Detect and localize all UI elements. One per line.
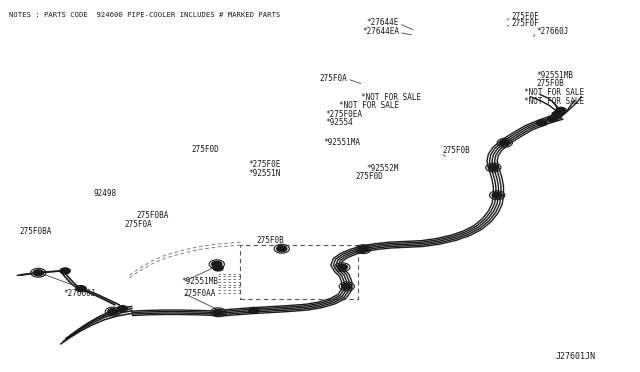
Circle shape <box>248 308 259 313</box>
Text: 275F0A: 275F0A <box>319 74 348 83</box>
Text: 275F0B: 275F0B <box>256 236 284 245</box>
Text: *92551MB: *92551MB <box>537 71 573 80</box>
Circle shape <box>108 309 118 314</box>
Text: *27644E: *27644E <box>367 18 399 27</box>
Text: 275F0D: 275F0D <box>355 172 383 181</box>
Circle shape <box>488 164 499 170</box>
Text: 275F0F: 275F0F <box>511 12 539 21</box>
Text: *92551MB: *92551MB <box>181 278 218 286</box>
Circle shape <box>552 112 562 117</box>
Text: 275F0B: 275F0B <box>537 79 564 88</box>
Text: *27660J: *27660J <box>537 27 569 36</box>
Text: 275F0BA: 275F0BA <box>136 211 169 220</box>
Circle shape <box>537 120 547 126</box>
Text: 275F0D: 275F0D <box>191 145 220 154</box>
Text: *92551N: *92551N <box>248 169 281 177</box>
Text: 275F0AA: 275F0AA <box>183 289 216 298</box>
Circle shape <box>556 108 566 113</box>
Circle shape <box>276 246 287 252</box>
Text: NOTES : PARTS CODE  924600 PIPE-COOLER INCLUDES # MARKED PARTS: NOTES : PARTS CODE 924600 PIPE-COOLER IN… <box>9 13 280 19</box>
Circle shape <box>342 283 352 289</box>
Circle shape <box>358 246 369 252</box>
Text: *NOT FOR SALE: *NOT FOR SALE <box>362 93 422 102</box>
Circle shape <box>213 310 223 315</box>
Text: 275F0B: 275F0B <box>442 147 470 155</box>
Text: *NOT FOR SALE: *NOT FOR SALE <box>524 97 584 106</box>
Text: 92498: 92498 <box>94 189 117 198</box>
Circle shape <box>492 192 502 198</box>
Text: *275F0E: *275F0E <box>248 160 281 169</box>
Text: *92554: *92554 <box>325 118 353 127</box>
Circle shape <box>33 270 44 276</box>
Text: *92551MA: *92551MA <box>323 138 360 147</box>
Circle shape <box>337 264 348 270</box>
Text: J27601JN: J27601JN <box>556 352 596 361</box>
Circle shape <box>212 261 222 267</box>
Text: *NOT FOR SALE: *NOT FOR SALE <box>339 101 399 110</box>
Circle shape <box>547 116 557 122</box>
Circle shape <box>213 265 223 271</box>
Text: 275F0F: 275F0F <box>511 19 539 28</box>
Text: *27660J: *27660J <box>63 289 96 298</box>
Circle shape <box>500 140 510 146</box>
Text: 275F0BA: 275F0BA <box>19 227 52 235</box>
Text: *92552M: *92552M <box>366 164 398 173</box>
Text: *27644EA: *27644EA <box>362 27 399 36</box>
Circle shape <box>60 268 70 274</box>
Circle shape <box>76 286 86 292</box>
Text: *NOT FOR SALE: *NOT FOR SALE <box>524 89 584 97</box>
Text: 275F0A: 275F0A <box>124 220 152 229</box>
Circle shape <box>117 306 127 311</box>
Text: *275F0EA: *275F0EA <box>325 109 362 119</box>
